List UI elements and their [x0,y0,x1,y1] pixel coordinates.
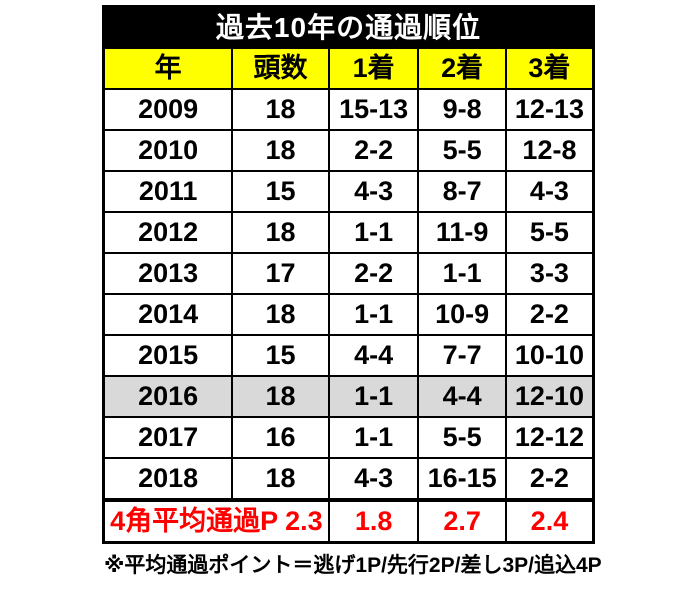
third-place-cell: 3-3 [504,252,595,295]
table-row: 2018 18 4-3 16-15 2-2 [102,457,595,501]
summary-third-place: 2.4 [504,498,595,544]
table-row: 2015 15 4-4 7-7 10-10 [102,334,595,377]
first-place-cell: 1-1 [327,375,420,418]
third-place-cell: 2-2 [504,293,595,336]
third-place-cell: 12-8 [504,129,595,172]
year-cell: 2012 [102,211,234,254]
year-cell: 2010 [102,129,234,172]
table-row: 2010 18 2-2 5-5 12-8 [102,129,595,172]
year-cell: 2017 [102,416,234,459]
first-place-cell: 15-13 [327,88,420,131]
third-place-cell: 5-5 [504,211,595,254]
first-place-cell: 1-1 [327,211,420,254]
third-place-cell: 4-3 [504,170,595,213]
stats-table-container: 過去10年の通過順位 年 頭数 1着 2着 3着 2009 18 15-13 9-8 1… [102,5,602,579]
summary-second-place: 2.7 [417,498,507,544]
second-place-cell: 16-15 [417,457,507,501]
table-title: 過去10年の通過順位 [102,5,595,49]
third-place-cell: 12-12 [504,416,595,459]
first-place-cell: 1-1 [327,293,420,336]
heads-cell: 15 [231,334,330,377]
heads-cell: 18 [231,211,330,254]
table-row: 2016 18 1-1 4-4 12-10 [102,375,595,418]
table-header-row: 年 頭数 1着 2着 3着 [102,47,595,90]
second-place-cell: 1-1 [417,252,507,295]
year-cell: 2014 [102,293,234,336]
summary-first-place: 1.8 [327,498,420,544]
table-row: 2009 18 15-13 9-8 12-13 [102,88,595,131]
passing-order-table: 過去10年の通過順位 年 頭数 1着 2着 3着 2009 18 15-13 9-8 1… [102,5,595,544]
year-cell: 2013 [102,252,234,295]
first-place-cell: 1-1 [327,416,420,459]
table-body: 2009 18 15-13 9-8 12-13 2010 18 2-2 5-5 12-8 2011 1… [102,88,595,501]
header-second-place: 2着 [417,47,507,90]
year-cell: 2015 [102,334,234,377]
second-place-cell: 7-7 [417,334,507,377]
heads-cell: 18 [231,129,330,172]
summary-label: 4角平均通過P 2.3 [102,498,330,544]
first-place-cell: 4-3 [327,457,420,501]
table-row: 2012 18 1-1 11-9 5-5 [102,211,595,254]
first-place-cell: 4-3 [327,170,420,213]
footnote: ※平均通過ポイント＝逃げ1P/先行2P/差し3P/追込4P [104,554,602,577]
third-place-cell: 2-2 [504,457,595,501]
year-cell: 2016 [102,375,234,418]
heads-cell: 18 [231,457,330,501]
second-place-cell: 5-5 [417,416,507,459]
table-row: 2014 18 1-1 10-9 2-2 [102,293,595,336]
header-third-place: 3着 [504,47,595,90]
first-place-cell: 4-4 [327,334,420,377]
table-row: 2017 16 1-1 5-5 12-12 [102,416,595,459]
heads-cell: 18 [231,88,330,131]
second-place-cell: 11-9 [417,211,507,254]
table-title-row: 過去10年の通過順位 [102,5,595,49]
second-place-cell: 8-7 [417,170,507,213]
heads-cell: 15 [231,170,330,213]
header-heads: 頭数 [231,47,330,90]
heads-cell: 18 [231,375,330,418]
heads-cell: 17 [231,252,330,295]
table-row: 2011 15 4-3 8-7 4-3 [102,170,595,213]
second-place-cell: 4-4 [417,375,507,418]
summary-row: 4角平均通過P 2.3 1.8 2.7 2.4 [102,498,595,544]
second-place-cell: 9-8 [417,88,507,131]
year-cell: 2011 [102,170,234,213]
third-place-cell: 12-13 [504,88,595,131]
header-year: 年 [102,47,234,90]
header-first-place: 1着 [327,47,420,90]
year-cell: 2009 [102,88,234,131]
table-row: 2013 17 2-2 1-1 3-3 [102,252,595,295]
third-place-cell: 12-10 [504,375,595,418]
second-place-cell: 5-5 [417,129,507,172]
third-place-cell: 10-10 [504,334,595,377]
first-place-cell: 2-2 [327,129,420,172]
second-place-cell: 10-9 [417,293,507,336]
year-cell: 2018 [102,457,234,501]
heads-cell: 16 [231,416,330,459]
heads-cell: 18 [231,293,330,336]
first-place-cell: 2-2 [327,252,420,295]
